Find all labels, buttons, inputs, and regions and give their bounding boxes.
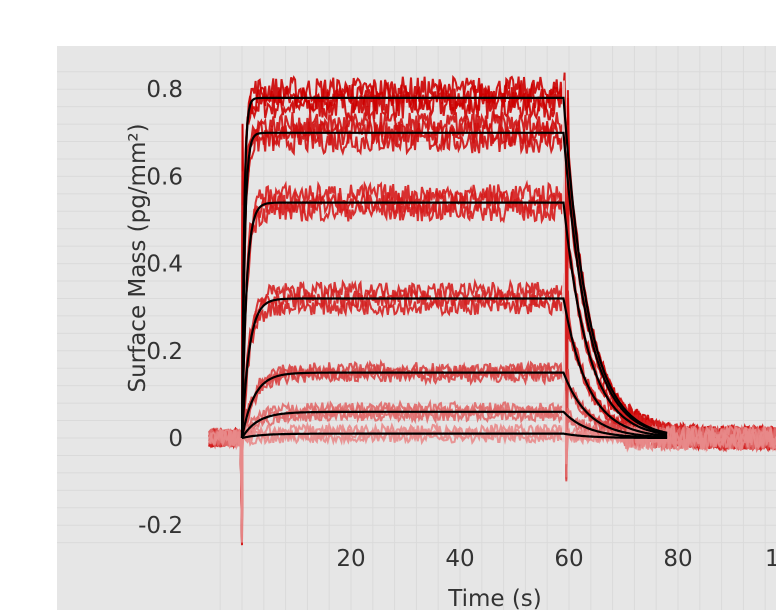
y-tick-label: 0.2 (146, 339, 183, 365)
fit-curve (240, 96, 668, 439)
fit-curve (240, 131, 668, 439)
fit-curve (241, 432, 668, 440)
curves (208, 72, 776, 546)
x-axis-title: Time (s) (447, 586, 542, 610)
x-tick-labels: 20 40 60 80 100 (336, 546, 776, 572)
x-tick-label: 60 (554, 546, 583, 572)
x-tick-label: 100 (765, 546, 776, 572)
y-tick-label: 0.8 (146, 77, 183, 103)
fit-curve (240, 371, 668, 439)
y-tick-labels: -0.2 0 0.2 0.4 0.6 0.8 (138, 77, 183, 539)
measured-trace (209, 412, 776, 520)
y-tick-label: 0.4 (146, 252, 183, 278)
y-tick-label: 0 (168, 426, 183, 452)
y-axis-title: Surface Mass (pg/mm²) (125, 123, 151, 392)
fit-curve (240, 297, 668, 439)
x-tick-label: 40 (445, 546, 474, 572)
y-tick-label: 0.6 (146, 164, 183, 190)
y-tick-label: -0.2 (138, 513, 183, 539)
fit-curve (240, 201, 668, 439)
x-tick-label: 20 (336, 546, 365, 572)
x-tick-label: 80 (663, 546, 692, 572)
fit-curve (241, 410, 668, 439)
